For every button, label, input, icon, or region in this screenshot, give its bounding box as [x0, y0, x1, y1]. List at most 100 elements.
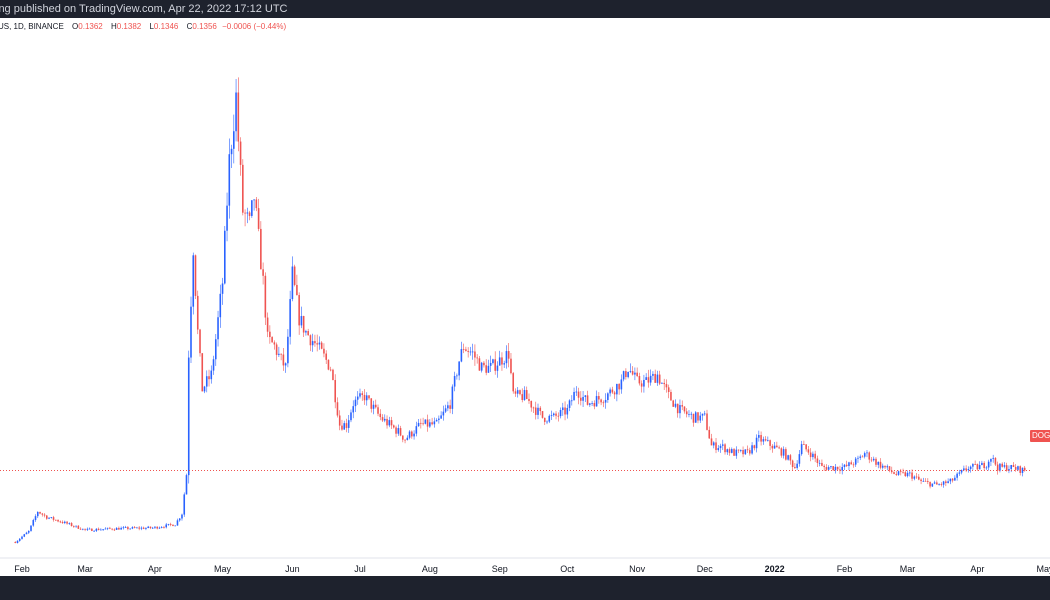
candle-body — [879, 461, 882, 468]
candle-body — [408, 431, 411, 438]
candle-body — [990, 458, 992, 462]
candle-body — [814, 453, 816, 459]
candle-body — [374, 404, 377, 408]
candle-body — [703, 413, 706, 415]
candle-body — [699, 415, 702, 421]
candle-body — [584, 395, 587, 397]
candle-body — [489, 362, 492, 366]
candle-body — [868, 452, 871, 460]
candle-body — [586, 395, 589, 405]
candle-body — [113, 529, 116, 531]
candle-body — [399, 428, 402, 436]
candle-body — [138, 527, 140, 529]
candle-body — [537, 407, 539, 415]
candle-body — [289, 299, 291, 337]
candle-body — [785, 449, 787, 460]
candle-body — [293, 266, 296, 285]
candle-body — [679, 405, 681, 414]
candle-body — [598, 396, 600, 400]
candle-body — [940, 484, 943, 485]
candle-body — [681, 405, 684, 407]
candle-body — [652, 373, 654, 376]
candle-body — [201, 353, 204, 392]
candle-body — [167, 523, 170, 525]
candle-body — [172, 524, 174, 527]
candle-body — [284, 363, 287, 366]
candle-body — [269, 331, 271, 338]
candle-body — [825, 467, 828, 470]
candle-body — [503, 363, 506, 365]
candle-body — [904, 472, 907, 477]
low-label: L — [149, 22, 154, 31]
candle-body — [625, 371, 627, 378]
candle-body — [370, 398, 373, 409]
candle-body — [417, 422, 420, 427]
candle-body — [571, 400, 573, 402]
candle-body — [323, 348, 325, 354]
candle-body — [352, 406, 355, 413]
candle-body — [154, 526, 156, 528]
candle-body — [492, 359, 494, 363]
candle-body — [287, 336, 289, 364]
candle-body — [61, 521, 64, 524]
candle-body — [115, 527, 118, 530]
candle-body — [656, 374, 659, 383]
candle-body — [266, 317, 269, 332]
candle-body — [981, 462, 983, 466]
x-tick-label: Feb — [14, 564, 30, 574]
candle-body — [271, 337, 273, 343]
candles-layer — [14, 77, 1026, 544]
candle-body — [190, 306, 192, 358]
candle-body — [354, 399, 357, 407]
candle-body — [514, 391, 517, 394]
candle-body — [764, 439, 767, 441]
candle-body — [613, 392, 616, 395]
candle-body — [478, 358, 481, 371]
candle-body — [273, 342, 276, 345]
candle-body — [205, 376, 208, 387]
candle-body — [780, 448, 783, 456]
candle-body — [34, 516, 37, 521]
candle-body — [733, 449, 735, 456]
candle-body — [84, 528, 86, 530]
candle-body — [951, 478, 954, 481]
candle-body — [609, 389, 611, 394]
candle-body — [938, 484, 940, 485]
x-tick-label: Jun — [285, 564, 300, 574]
candle-body — [480, 362, 483, 371]
candle-body — [516, 390, 519, 394]
candle-body — [530, 400, 533, 408]
candle-body — [744, 449, 747, 455]
candle-body — [782, 449, 785, 456]
candle-body — [525, 390, 528, 400]
candle-body — [600, 399, 602, 403]
candle-body — [915, 476, 918, 478]
candle-body — [960, 470, 963, 473]
candle-body — [230, 148, 233, 155]
candle-body — [818, 462, 821, 464]
candle-body — [501, 357, 503, 365]
candle-body — [969, 466, 972, 469]
candle-body — [453, 376, 456, 387]
candle-body — [622, 371, 625, 380]
candle-body — [147, 526, 149, 528]
candlestick-chart[interactable]: Feb Mar Apr May Jun Jul Aug Sep Oct Nov Dec 2022 Feb… — [0, 18, 1050, 576]
candle-body — [311, 341, 314, 346]
candle-body — [361, 393, 364, 395]
candle-body — [32, 520, 35, 526]
candle-body — [872, 458, 875, 461]
candle-body — [685, 411, 688, 415]
candle-body — [73, 525, 75, 527]
candle-body — [41, 513, 44, 515]
candle-body — [789, 455, 792, 461]
candle-body — [278, 353, 280, 355]
candle-body — [996, 464, 999, 471]
candle-body — [133, 527, 136, 528]
candle-body — [485, 365, 487, 373]
candle-body — [634, 372, 636, 375]
candle-body — [663, 382, 665, 385]
candle-body — [616, 383, 618, 395]
candle-body — [850, 462, 853, 465]
candle-body — [392, 425, 395, 428]
candle-body — [185, 475, 188, 495]
